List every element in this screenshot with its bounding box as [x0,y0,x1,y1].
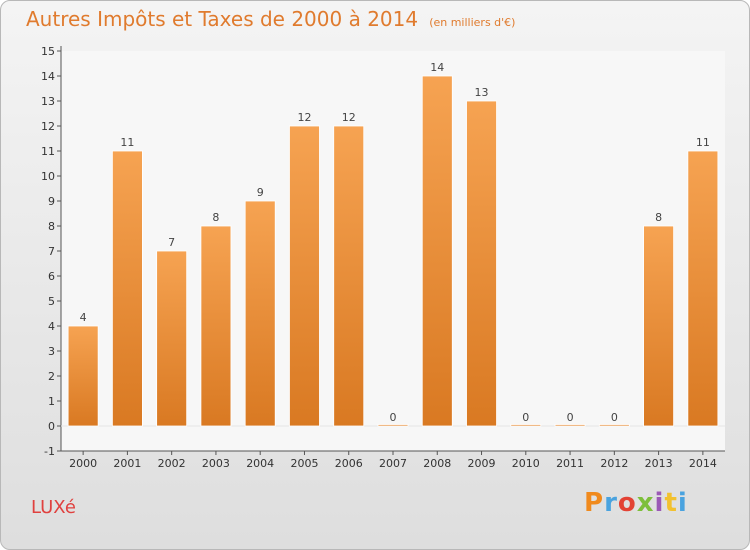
y-tick-label: -1 [44,445,55,458]
x-tick-label: 2010 [512,457,540,470]
x-tick-label: 2000 [69,457,97,470]
x-tick-label: 2006 [335,457,363,470]
bar [510,424,542,427]
bar [67,325,99,427]
y-tick-label: 0 [48,420,55,433]
y-tick-label: 14 [41,70,55,83]
bar [244,200,276,427]
logo-letter: i [654,488,665,518]
proxiti-logo[interactable]: Proxiti [584,488,688,518]
y-tick-label: 7 [48,245,55,258]
y-tick-label: 1 [48,395,55,408]
chart-unit: (en milliers d'€) [429,16,516,29]
bar-value-label: 0 [567,411,574,424]
logo-letter: x [636,488,655,518]
logo-letter: r [604,488,618,518]
bar-value-label: 11 [696,136,710,149]
bar-value-label: 0 [522,411,529,424]
x-tick-label: 2004 [246,457,274,470]
x-tick-label: 2002 [158,457,186,470]
bar-value-label: 8 [212,211,219,224]
bar-value-label: 12 [342,111,356,124]
commune-name: LUXé [31,497,76,518]
bar [598,424,630,427]
logo-letter: i [677,488,688,518]
y-tick-label: 8 [48,220,55,233]
bar-value-label: 14 [430,61,444,74]
x-tick-label: 2001 [113,457,141,470]
x-tick-label: 2009 [468,457,496,470]
y-tick-label: 9 [48,195,55,208]
y-tick-label: 6 [48,270,55,283]
bar [643,225,674,427]
bar [200,225,232,427]
y-tick-label: 10 [41,170,55,183]
x-tick-label: 2007 [379,457,407,470]
bar-value-label: 4 [80,311,87,324]
x-tick-label: 2011 [556,457,584,470]
x-tick-label: 2008 [423,457,451,470]
bar [466,100,497,427]
chart-title: Autres Impôts et Taxes de 2000 à 2014 (e… [26,7,515,31]
y-tick-label: 2 [48,370,55,383]
logo-letter: P [584,488,605,518]
bar-value-label: 12 [297,111,311,124]
y-tick-label: 5 [48,295,55,308]
bar-value-label: 7 [168,236,175,249]
bar [156,250,188,427]
y-tick-label: 12 [41,120,55,133]
logo-letter: o [617,488,637,518]
bar [554,424,586,427]
bar-value-label: 8 [655,211,662,224]
bar [333,125,365,427]
x-tick-label: 2012 [600,457,628,470]
bar-value-label: 11 [120,136,134,149]
x-tick-label: 2005 [290,457,318,470]
bar [421,75,453,427]
y-tick-label: 11 [41,145,55,158]
chart-title-text: Autres Impôts et Taxes de 2000 à 2014 [26,7,419,31]
bar [112,150,143,427]
bar [289,125,320,427]
bar-value-label: 9 [257,186,264,199]
x-tick-label: 2014 [689,457,717,470]
x-tick-label: 2003 [202,457,230,470]
bar [377,424,409,427]
y-tick-label: 4 [48,320,55,333]
bar-value-label: 0 [611,411,618,424]
y-tick-label: 15 [41,45,55,58]
bar [687,150,719,427]
bar-value-label: 0 [390,411,397,424]
y-tick-label: 13 [41,95,55,108]
logo-letter: t [664,488,678,518]
y-tick-label: 3 [48,345,55,358]
bar-value-label: 13 [475,86,489,99]
x-tick-label: 2013 [645,457,673,470]
